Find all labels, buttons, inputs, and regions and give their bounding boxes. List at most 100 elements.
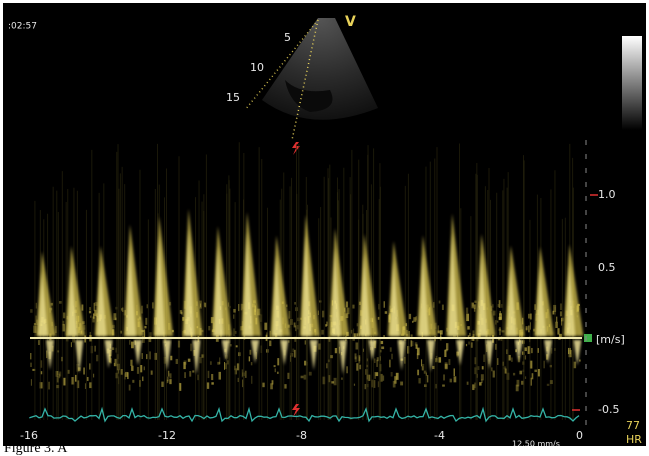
spectrum-texture (426, 340, 435, 373)
spectrum-texture (481, 366, 484, 370)
spectrum-texture (438, 357, 442, 363)
spectrum-texture (32, 368, 36, 371)
spectrum-texture (390, 371, 393, 377)
spectrum-texture (334, 347, 338, 354)
spectrum-texture (483, 354, 486, 363)
sweep-speed: 12.50 mm/s (512, 440, 560, 449)
spectrum-texture (531, 347, 533, 354)
spectrum-texture (498, 300, 501, 308)
spectrum-texture (242, 379, 244, 388)
spectrum-texture (352, 304, 355, 309)
spectrum-texture (30, 379, 32, 386)
ecg-trace (29, 406, 580, 423)
time-label: 0 (576, 429, 583, 442)
spectrum-texture (468, 341, 470, 345)
spectrum-texture (441, 304, 444, 311)
spectrum-texture (440, 333, 442, 339)
spectrum-texture (321, 329, 325, 335)
spectrum-texture (146, 354, 148, 360)
spectrum-texture (456, 350, 459, 358)
spectrum-texture (405, 323, 408, 327)
spectrum-texture (525, 328, 528, 332)
spectrum-texture (377, 381, 380, 388)
spectrum-texture (184, 372, 187, 379)
spectrum-texture (485, 340, 494, 369)
spectrum-texture (331, 248, 341, 336)
spectrum-texture (46, 350, 48, 359)
spectrum-texture (442, 384, 445, 387)
spectrum-texture (410, 341, 414, 347)
spectrum-texture (481, 379, 483, 384)
spectrum-texture (515, 349, 517, 353)
spectrum-texture (322, 310, 325, 318)
spectrum-texture (189, 371, 192, 377)
spectrum-texture (206, 382, 210, 389)
spectrum-texture (438, 300, 441, 304)
spectrum-texture (274, 368, 276, 373)
spectrum-texture (38, 271, 48, 336)
spectrum-texture (380, 340, 384, 345)
spectrum-texture (532, 328, 536, 332)
spectrum-texture (227, 360, 229, 365)
spectrum-texture (495, 343, 497, 350)
spectrum-texture (394, 376, 397, 384)
spectrum-texture (437, 330, 441, 334)
spectrum-texture (276, 371, 279, 374)
spectrum-texture (525, 326, 528, 330)
spectrum-texture (225, 363, 228, 370)
spectrum-texture (346, 366, 348, 374)
spectrum-texture (286, 304, 288, 307)
spectrum-texture (149, 351, 151, 360)
spectrum-texture (383, 301, 385, 308)
spectrum-texture (354, 353, 357, 360)
spectrum-texture (219, 357, 221, 365)
cursor-line (291, 19, 319, 141)
spectrum-texture (62, 312, 66, 319)
spectrum-texture (456, 340, 465, 366)
spectrum-texture (234, 368, 238, 375)
spectrum-texture (169, 373, 172, 379)
spectrum-texture (534, 369, 538, 372)
spectrum-texture (251, 340, 260, 364)
spectrum-texture (235, 345, 238, 348)
spectrum-texture (167, 376, 169, 382)
spectrum-texture (366, 364, 369, 368)
spectrum-texture (262, 382, 265, 388)
spectrum-texture (557, 328, 560, 335)
spectrum-texture (381, 346, 385, 350)
spectrum-texture (204, 302, 207, 308)
spectrum-texture (424, 384, 427, 388)
spectrum-texture (74, 374, 77, 382)
spectrum-texture (359, 364, 362, 370)
spectrum-texture (113, 362, 116, 367)
spectrum-texture (208, 325, 211, 331)
spectrum-texture (56, 384, 60, 389)
spectrum-texture (536, 266, 547, 336)
spectrum-texture (221, 340, 230, 361)
spectrum-texture (358, 301, 361, 306)
velocity-label: 0.5 (598, 261, 616, 274)
spectrum-texture (120, 330, 122, 334)
spectrum-texture (149, 332, 152, 339)
spectrum-texture (233, 314, 235, 319)
spectrum-texture (477, 253, 488, 336)
spectrum-texture (89, 363, 91, 370)
spectrum-texture (376, 357, 379, 362)
spectrum-texture (472, 384, 475, 391)
spectrum-texture (435, 358, 438, 363)
spectrum-texture (467, 335, 470, 338)
spectrum-texture (518, 335, 521, 343)
spectrum-texture (524, 355, 527, 360)
spectrum-texture (209, 361, 212, 365)
spectrum-texture (373, 380, 376, 388)
spectrum-texture (397, 340, 406, 371)
spectrum-texture (389, 347, 392, 352)
spectrum-texture (144, 325, 147, 329)
spectrum-texture (577, 303, 580, 306)
spectrum-texture (426, 375, 429, 383)
spectrum-texture (556, 316, 558, 323)
spectrum-texture (166, 379, 169, 384)
spectrum-texture (374, 372, 376, 379)
spectrum-texture (382, 375, 385, 381)
